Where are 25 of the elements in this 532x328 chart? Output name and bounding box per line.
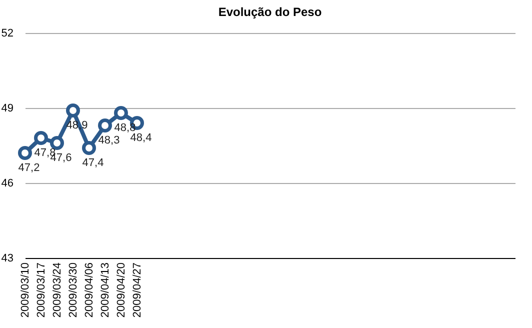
data-label: 48,8 [114,122,136,134]
point [98,118,112,132]
y-tick-label: 49 [1,102,14,114]
x-tick-label: 2009/04/13 [100,262,112,318]
point [66,104,80,118]
x-tick-label: 2009/04/06 [84,262,96,318]
point [114,106,128,120]
point [18,146,32,160]
y-tick-label: 46 [1,178,14,190]
x-tick-label: 2009/03/10 [20,262,32,318]
x-tick-label: 2009/03/17 [36,262,48,318]
data-label: 48,3 [98,134,120,146]
y-tick-label: 43 [1,252,14,264]
point [82,141,96,155]
data-label: 47,4 [82,157,104,169]
x-tick-label: 2009/04/20 [116,262,128,318]
point [50,136,64,150]
text: Evolução do Peso [218,5,322,19]
point [34,131,48,145]
x-tick-label: 2009/03/24 [52,262,64,318]
x-tick-label: 2009/04/27 [132,262,144,318]
x-tick-label: 2009/03/30 [68,262,80,318]
data-label: 47,2 [18,162,40,174]
y-tick-label: 52 [1,28,14,40]
data-label: 48,4 [130,132,152,144]
